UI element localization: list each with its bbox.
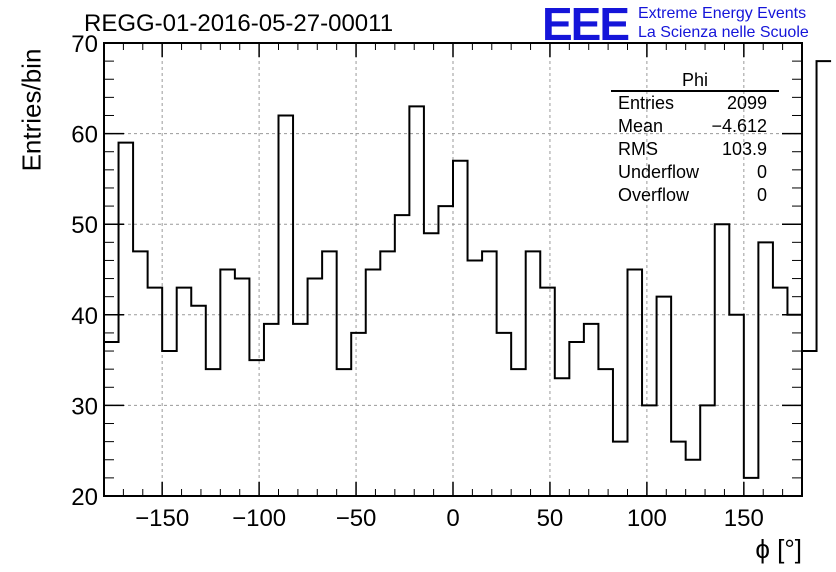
y-tick-label: 50 [71, 212, 98, 239]
histogram-bin [366, 270, 381, 497]
logo-line-1: Extreme Energy Events [638, 5, 807, 22]
histogram-bin [468, 260, 483, 496]
y-tick-label: 70 [71, 31, 98, 58]
histogram-bin [148, 288, 163, 496]
histogram-bin [453, 161, 468, 496]
stats-label: Entries [618, 93, 675, 113]
stats-label: Mean [618, 116, 664, 136]
histogram-bin [191, 306, 206, 496]
stats-row: Overflow 0 [611, 184, 779, 207]
histogram-bin [104, 342, 119, 496]
stats-row: Mean −4.612 [611, 115, 779, 138]
histogram-bin [322, 251, 337, 496]
y-tick-label: 30 [71, 393, 98, 420]
histogram-bin [569, 342, 584, 496]
stats-label: Underflow [618, 162, 700, 182]
histogram-bin [598, 369, 613, 496]
x-tick-label: −100 [232, 505, 286, 532]
histogram-bin [206, 369, 221, 496]
tick-labels: −150 −100 −50 0 50 100 150 20 30 40 50 60 70 [71, 31, 764, 532]
histogram-bin [817, 61, 832, 496]
stats-value: 103.9 [721, 139, 767, 159]
x-tick-label: 150 [724, 505, 764, 532]
histogram-bin [787, 315, 802, 496]
histogram-bin [613, 442, 628, 496]
histogram-line [104, 60, 832, 479]
stats-name: Phi [611, 70, 779, 92]
histogram-bin [686, 460, 701, 496]
stats-value: 0 [756, 162, 767, 182]
y-tick-label: 20 [71, 484, 98, 511]
histogram-bin [264, 324, 279, 496]
y-axis-label: Entries/bin [16, 48, 47, 172]
chart-title: REGG-01-2016-05-27-00011 [84, 10, 394, 37]
histogram-bin [220, 270, 235, 497]
x-axis-label: ϕ [°] [755, 534, 802, 564]
logo-caption: Extreme Energy Events La Scienza nelle S… [638, 4, 809, 42]
y-tick-label: 40 [71, 303, 98, 330]
histogram-bin [526, 251, 541, 496]
stats-row: Entries 2099 [611, 92, 779, 115]
histogram-bin [729, 315, 744, 496]
logo-line-2: La Scienza nelle Scuole [638, 24, 809, 41]
histogram-bin [628, 270, 643, 497]
histogram-bin [758, 242, 773, 496]
histogram-bin [802, 351, 817, 496]
histogram-bin [511, 369, 526, 496]
histogram-bin [497, 333, 512, 496]
histogram-bin [409, 106, 424, 496]
histogram-bin [395, 215, 410, 496]
histogram-bin [235, 279, 250, 496]
histogram-bin [540, 288, 555, 496]
histogram-bin [424, 233, 439, 496]
x-tick-label: −150 [135, 505, 189, 532]
y-tick-label: 60 [71, 122, 98, 149]
stats-row: RMS 103.9 [611, 138, 779, 161]
histogram-bin [133, 251, 148, 496]
stats-label: Overflow [618, 185, 690, 205]
eee-logo: EEE [542, 0, 630, 50]
histogram-bin [162, 351, 177, 496]
histogram-bin [249, 360, 264, 496]
x-tick-label: −50 [336, 505, 377, 532]
histogram-bin [337, 369, 352, 496]
histogram-bin [773, 288, 788, 496]
stats-value: 2099 [726, 93, 767, 113]
histogram-bin [642, 405, 657, 496]
histogram-bin [657, 297, 672, 496]
histogram-bin [177, 288, 192, 496]
histogram-bin [293, 324, 308, 496]
histogram-bin [715, 224, 730, 496]
histogram-bin [482, 251, 497, 496]
histogram-bin [119, 143, 134, 496]
x-tick-label: 0 [446, 505, 459, 532]
histogram-bin [351, 333, 366, 496]
histogram-bin [438, 206, 453, 496]
histogram-bin [744, 478, 759, 496]
histogram-bin [700, 405, 715, 496]
histogram-bin [584, 324, 599, 496]
histogram-bin [380, 251, 395, 496]
histogram-bin [671, 442, 686, 496]
histogram-bin [279, 115, 294, 496]
histogram-bin [555, 378, 570, 496]
stats-label: RMS [618, 139, 658, 159]
histogram-bin [308, 279, 323, 496]
stats-box: Phi Entries 2099 Mean −4.612 RMS 103.9 Unde… [611, 70, 779, 207]
stats-value: 0 [756, 185, 767, 205]
x-tick-label: 100 [627, 505, 667, 532]
stats-value: −4.612 [711, 116, 767, 136]
x-tick-label: 50 [537, 505, 564, 532]
stats-row: Underflow 0 [611, 161, 779, 184]
